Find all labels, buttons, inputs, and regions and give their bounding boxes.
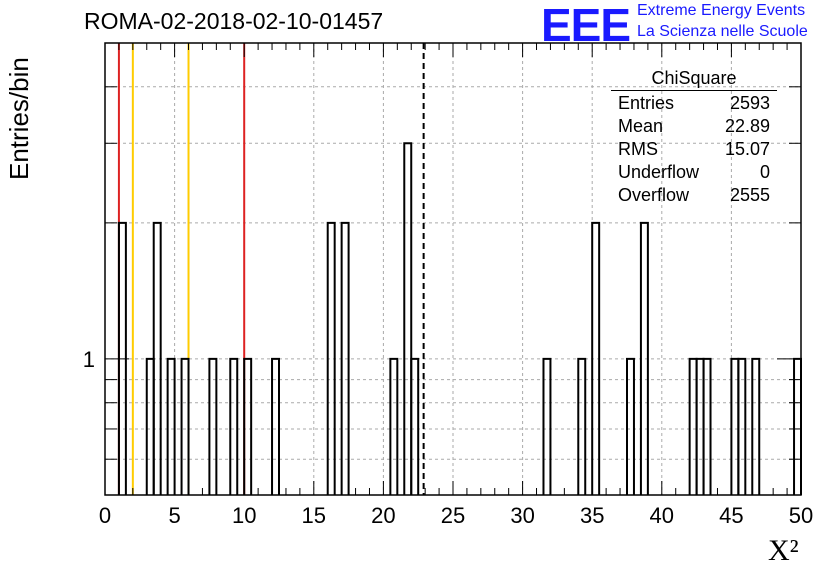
y-tick-label: 1 <box>83 347 95 372</box>
histogram-bin <box>271 357 280 495</box>
x-tick-label: 45 <box>719 503 743 528</box>
histogram-bin <box>591 221 601 495</box>
histogram-bin <box>403 142 413 495</box>
stats-row-entries: Entries 2593 <box>611 92 777 115</box>
histogram-bin <box>152 221 162 495</box>
x-tick-label: 5 <box>168 503 180 528</box>
x-tick-label: 30 <box>510 503 534 528</box>
eee-logo: EEE <box>541 0 631 51</box>
stats-label: RMS <box>618 139 658 159</box>
histogram-bin <box>702 357 712 495</box>
chart-title: ROMA-02-2018-02-10-01457 <box>84 8 384 34</box>
histogram-bin <box>542 357 552 495</box>
stats-box: ChiSquare Entries 2593 Mean 22.89 RMS 15… <box>611 68 777 207</box>
stats-label: Entries <box>618 93 675 113</box>
x-tick-label: 50 <box>789 503 813 528</box>
stats-value: 22.89 <box>724 116 770 136</box>
stats-label: Overflow <box>618 185 690 205</box>
stats-row-overflow: Overflow 2555 <box>611 184 777 207</box>
histogram-bin <box>229 357 239 495</box>
stats-title: ChiSquare <box>611 68 777 91</box>
x-tick-label: 35 <box>580 503 604 528</box>
histogram-bin <box>737 357 747 495</box>
stats-value: 15.07 <box>724 139 770 159</box>
histogram-bin <box>208 357 218 495</box>
stats-value: 0 <box>759 162 770 182</box>
x-tick-label: 20 <box>371 503 395 528</box>
x-tick-label: 15 <box>302 503 326 528</box>
x-tick-label: 10 <box>232 503 256 528</box>
stats-label: Mean <box>618 116 664 136</box>
x-tick-label: 25 <box>441 503 465 528</box>
x-tick-label: 0 <box>99 503 111 528</box>
histogram-bin <box>389 357 399 495</box>
stats-value: 2555 <box>729 185 770 205</box>
histogram-bin <box>410 357 420 495</box>
histogram-bin <box>340 221 350 495</box>
histogram-bin <box>639 221 649 495</box>
logo-tagline-2: La Scienza nelle Scuole <box>637 23 808 40</box>
stats-row-rms: RMS 15.07 <box>611 138 777 161</box>
logo-tagline-1: Extreme Energy Events <box>637 2 806 19</box>
histogram-bin <box>626 357 635 495</box>
histogram-bin <box>751 357 761 495</box>
y-axis-label: Entries/bin <box>4 57 34 180</box>
stats-label: Underflow <box>618 162 700 182</box>
histogram-bin <box>326 221 336 495</box>
x-tick-label: 40 <box>650 503 674 528</box>
histogram-bin <box>166 357 176 495</box>
histogram-bin <box>243 357 253 495</box>
stats-value: 2593 <box>729 93 770 113</box>
stats-row-mean: Mean 22.89 <box>611 115 777 138</box>
x-axis-label: X² <box>768 534 799 567</box>
stats-row-underflow: Underflow 0 <box>611 161 777 184</box>
histogram-bin <box>180 357 190 495</box>
histogram-bin <box>577 357 587 495</box>
